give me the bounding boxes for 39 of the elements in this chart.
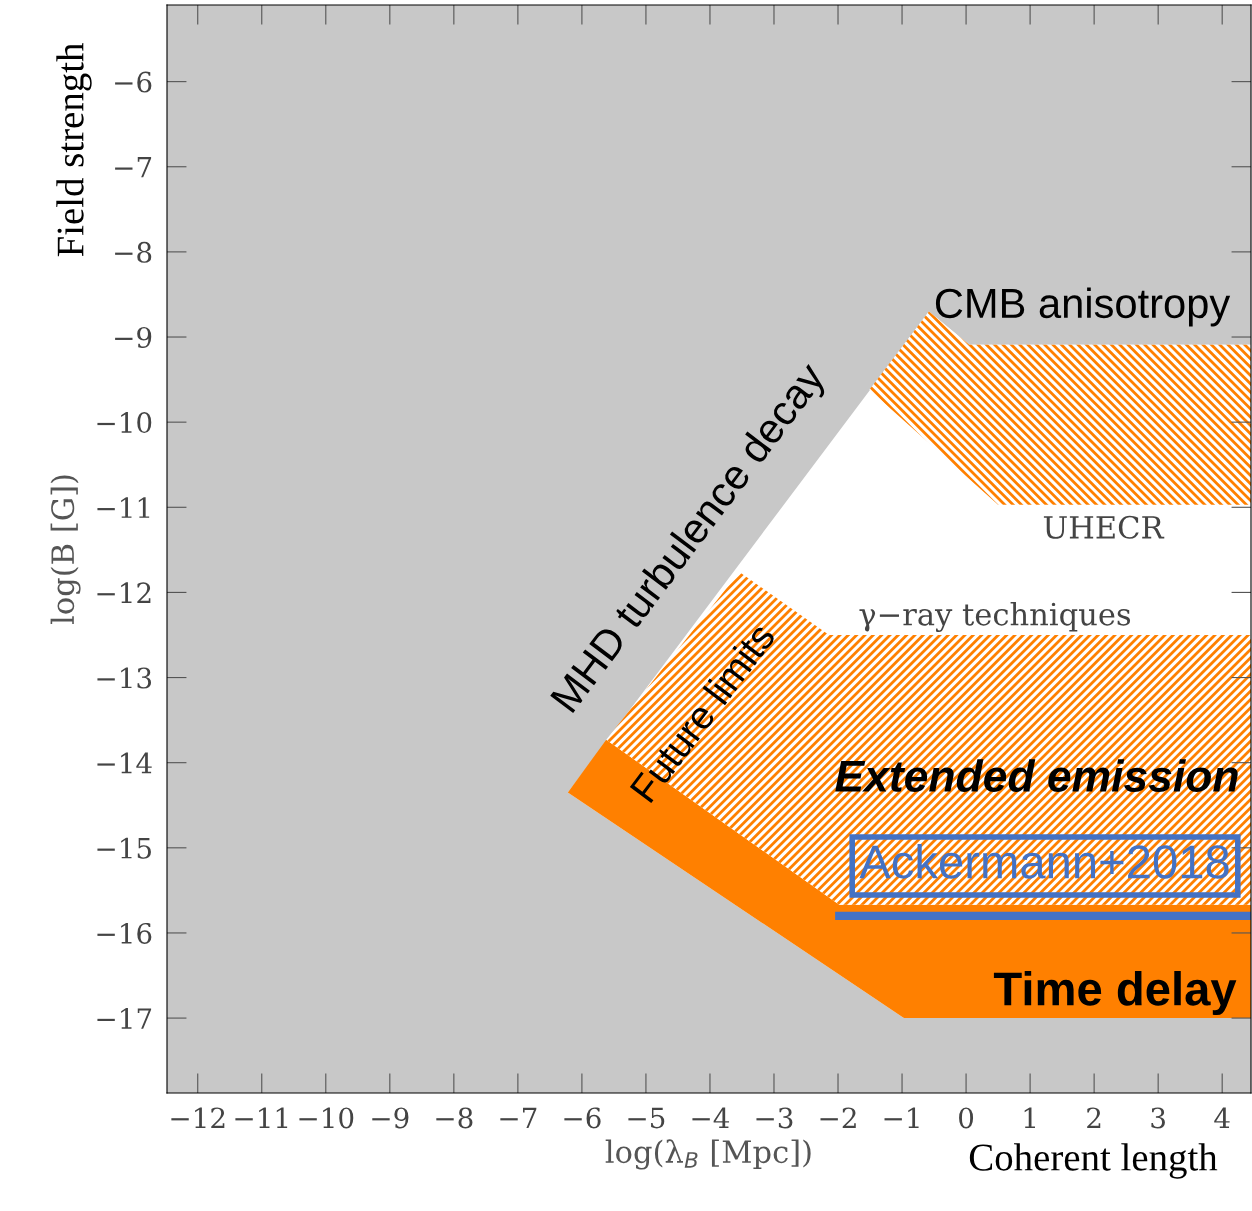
y-tick-label: −8 <box>115 241 152 263</box>
x-tick-label: −2 <box>820 1107 856 1128</box>
annotation: UHECR <box>1043 515 1165 539</box>
y-tick-label: −6 <box>115 71 152 93</box>
y-tick-label: −9 <box>115 326 152 348</box>
y-tick-label: −15 <box>97 837 151 859</box>
text: Coherent length <box>969 1143 1218 1179</box>
x-tick-label: −8 <box>436 1107 473 1129</box>
x-tick-label: −7 <box>500 1107 537 1128</box>
x-tick-label: 0 <box>959 1107 974 1129</box>
x-tick-label: 3 <box>1151 1107 1165 1129</box>
x-tick-label: −1 <box>884 1107 919 1128</box>
x-axis-title: log(λ$_{B}$ [Mpc]) <box>605 1139 811 1170</box>
x-tick-label: 2 <box>1087 1107 1101 1128</box>
annotation: Extended emission <box>835 759 1238 792</box>
x-tick-label: −4 <box>692 1107 730 1128</box>
x-tick-label: −10 <box>299 1107 354 1129</box>
y-tick-label: −12 <box>97 582 151 603</box>
x-tick-label: −11 <box>235 1107 288 1128</box>
y-axis-title: log(B [G]) <box>50 475 81 625</box>
y-tick-label: −7 <box>115 157 152 178</box>
y-tick-label: −16 <box>97 922 152 944</box>
x-tick-label: −9 <box>372 1107 409 1129</box>
annotation: Time delay <box>993 970 1237 1016</box>
x-tick-label: −5 <box>628 1107 665 1129</box>
x-tick-label: −3 <box>756 1107 793 1129</box>
x-tick-label: −6 <box>564 1107 601 1129</box>
y-tick-label: −11 <box>97 497 150 518</box>
annotation: CMB anisotropy <box>935 287 1231 327</box>
x-tick-label: 4 <box>1214 1107 1230 1128</box>
text: Field strength <box>56 43 92 257</box>
x-tick-label: −12 <box>171 1107 225 1128</box>
annotation: γ−ray techniques <box>859 602 1131 632</box>
y-tick-label: −17 <box>97 1008 152 1029</box>
x-tick-label: 1 <box>1024 1107 1035 1128</box>
y-tick-label: −10 <box>97 412 152 434</box>
annotation: Ackermann+2018 <box>859 843 1229 879</box>
y-tick-label: −13 <box>97 667 152 689</box>
y-tick-label: −14 <box>97 752 152 774</box>
